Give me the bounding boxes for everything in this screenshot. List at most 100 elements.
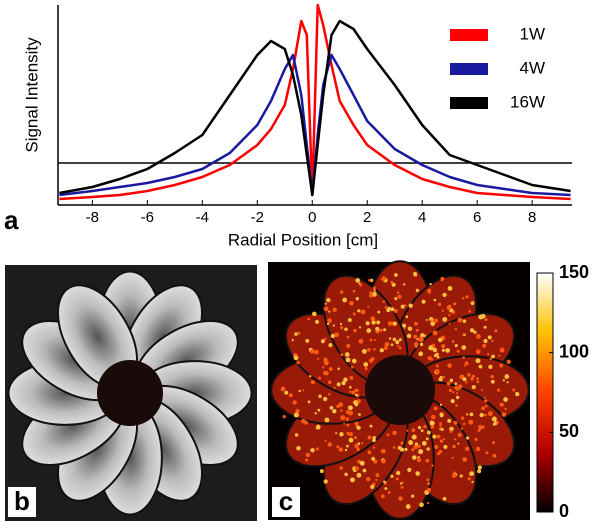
- speckle: [462, 422, 466, 426]
- colorbar-tick-label: 0: [559, 501, 569, 521]
- speckle: [324, 439, 327, 443]
- speckle: [433, 406, 438, 411]
- speckle: [490, 379, 495, 384]
- speckle: [351, 390, 355, 395]
- speckle: [420, 429, 424, 433]
- speckle: [473, 330, 477, 334]
- speckle: [280, 386, 286, 392]
- speckle: [388, 337, 392, 340]
- speckle: [466, 413, 469, 416]
- speckle: [459, 474, 463, 478]
- speckle: [317, 424, 320, 427]
- speckle: [292, 400, 297, 405]
- x-tick-label: -6: [141, 209, 154, 226]
- speckle: [430, 425, 435, 429]
- speckle: [465, 446, 470, 451]
- speckle: [489, 357, 493, 361]
- speckle: [406, 429, 409, 432]
- speckle: [413, 444, 418, 450]
- speckle: [462, 356, 465, 359]
- speckle: [384, 306, 388, 309]
- speckle: [411, 434, 417, 440]
- speckle: [454, 385, 459, 390]
- speckle: [466, 436, 470, 440]
- speckle: [429, 319, 432, 322]
- speckle: [448, 322, 451, 325]
- speckle: [354, 390, 357, 393]
- x-tick-label: 0: [308, 209, 316, 226]
- speckle: [327, 318, 332, 323]
- speckle: [439, 412, 443, 416]
- speckle: [454, 382, 458, 386]
- speckle: [327, 380, 332, 384]
- speckle: [376, 320, 381, 325]
- speckle: [366, 476, 371, 482]
- speckle: [462, 333, 466, 336]
- speckle: [298, 389, 301, 393]
- speckle: [323, 396, 328, 402]
- speckle: [332, 324, 335, 327]
- center: [365, 355, 435, 425]
- speckle: [431, 414, 436, 420]
- speckle: [420, 333, 425, 338]
- speckle: [433, 298, 437, 302]
- speckle: [381, 448, 386, 454]
- speckle: [307, 317, 310, 321]
- speckle: [484, 404, 488, 408]
- speckle: [479, 412, 484, 418]
- speckle: [392, 430, 397, 436]
- speckle: [390, 474, 394, 478]
- speckle: [358, 338, 364, 344]
- speckle: [477, 465, 482, 470]
- speckle: [338, 402, 344, 407]
- speckle: [338, 447, 344, 452]
- speckle: [404, 447, 408, 452]
- speckle: [404, 304, 407, 307]
- speckle: [505, 373, 508, 377]
- speckle: [336, 445, 340, 449]
- speckle: [441, 344, 446, 349]
- speckle: [363, 362, 369, 367]
- speckle: [288, 393, 293, 398]
- speckle: [439, 421, 442, 425]
- speckle: [375, 473, 380, 478]
- speckle: [436, 355, 440, 359]
- speckle: [310, 448, 315, 453]
- x-tick-label: -2: [251, 209, 264, 226]
- speckle: [396, 470, 401, 476]
- speckle: [504, 407, 507, 411]
- speckle: [396, 291, 400, 294]
- speckle: [341, 381, 346, 386]
- speckle: [315, 424, 321, 430]
- speckle: [471, 374, 476, 378]
- speckle: [474, 437, 478, 441]
- x-tick-label: 8: [528, 209, 536, 226]
- speckle: [355, 278, 361, 283]
- speckle: [373, 459, 378, 464]
- speckle: [348, 437, 354, 443]
- colorbar-tick-label: 50: [559, 421, 579, 441]
- speckle: [361, 348, 367, 354]
- speckle: [416, 338, 419, 341]
- speckle: [426, 501, 430, 505]
- speckle: [370, 357, 375, 361]
- speckle: [462, 457, 468, 462]
- speckle: [432, 434, 437, 439]
- speckle: [425, 437, 429, 441]
- speckle: [365, 321, 370, 326]
- speckle: [314, 349, 319, 355]
- legend-label: 16W: [510, 92, 545, 111]
- speckle: [455, 404, 458, 407]
- speckle: [360, 309, 366, 315]
- speckle: [447, 418, 452, 423]
- speckle: [398, 346, 402, 350]
- speckle: [350, 365, 354, 369]
- speckle: [471, 385, 476, 390]
- speckle: [346, 409, 351, 415]
- speckle: [430, 357, 433, 361]
- speckle: [421, 441, 427, 446]
- speckle: [390, 307, 395, 312]
- speckle: [483, 396, 486, 399]
- speckle: [415, 288, 420, 293]
